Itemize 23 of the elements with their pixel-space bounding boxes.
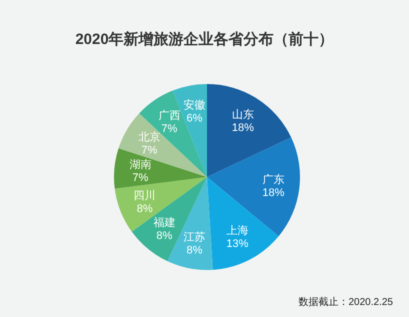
data-label: 8% xyxy=(156,230,172,242)
data-label: 7% xyxy=(161,123,178,136)
slice-label: 四川 xyxy=(134,189,156,202)
slice-label: 广西 xyxy=(158,109,180,122)
slice-label: 山东 xyxy=(232,108,254,121)
text: 数据截止：2020.2.25 xyxy=(298,296,394,308)
data-label: 6% xyxy=(186,112,203,125)
slice-label: 广东 xyxy=(262,172,284,186)
data-label: 18% xyxy=(262,186,285,199)
data-label: 13% xyxy=(226,238,249,250)
slice-label: 北京 xyxy=(138,130,160,144)
slice-label: 江苏 xyxy=(183,230,206,244)
slice-label: 福建 xyxy=(153,216,176,230)
chart-title: 2020年新增旅游企业各省分布（前十） xyxy=(75,30,334,48)
data-label: 7% xyxy=(141,144,158,156)
data-label: 7% xyxy=(132,172,148,184)
slice-label: 上海 xyxy=(226,224,248,238)
pie-slice xyxy=(207,137,300,236)
data-label: 18% xyxy=(232,122,254,134)
slice-label: 湖南 xyxy=(129,158,152,172)
data-label: 8% xyxy=(136,203,153,216)
data-label: 8% xyxy=(186,244,203,256)
slice-label: 安徽 xyxy=(183,98,206,112)
